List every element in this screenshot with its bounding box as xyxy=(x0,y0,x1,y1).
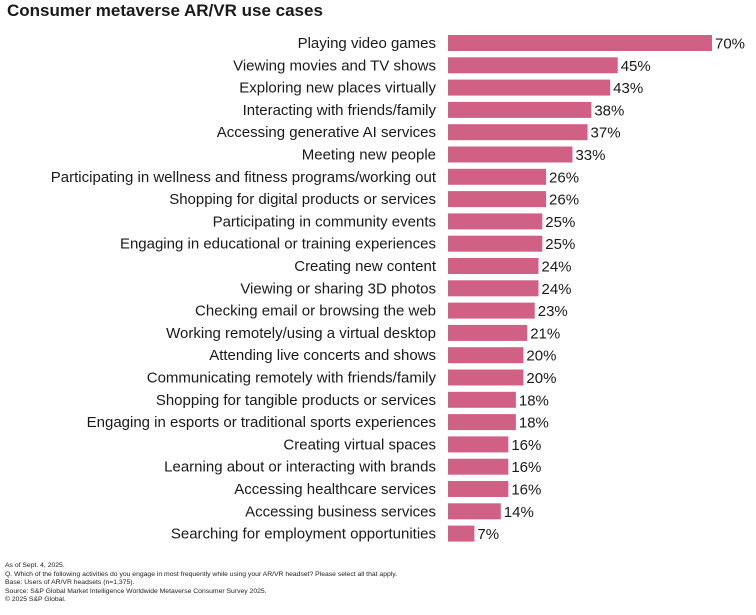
bar xyxy=(448,258,539,274)
bar xyxy=(448,302,535,319)
bar xyxy=(448,101,592,118)
bar xyxy=(448,391,516,408)
value-label: 26% xyxy=(549,192,579,209)
bar xyxy=(448,235,543,252)
category-label: Meeting new people xyxy=(302,147,436,164)
category-label: Viewing or sharing 3D photos xyxy=(240,280,436,297)
bar xyxy=(448,124,588,141)
note-question: Q. Which of the following activities do … xyxy=(5,570,398,578)
category-label: Shopping for digital products or service… xyxy=(169,191,436,208)
bar-chart: Playing video games 70% Viewing movies and… xyxy=(51,35,745,543)
note-date: As of Sept. 4, 2025. xyxy=(5,562,65,569)
category-label: Learning about or interacting with brand… xyxy=(164,459,436,476)
category-label: Shopping for tangible products or servic… xyxy=(156,392,436,409)
category-label: Participating in community events xyxy=(213,213,436,230)
value-label: 14% xyxy=(504,504,534,521)
category-label: Exploring new places virtually xyxy=(239,80,436,97)
bar xyxy=(448,35,712,51)
bar xyxy=(448,146,573,163)
category-label: Creating virtual spaces xyxy=(283,436,436,453)
bar xyxy=(448,280,539,297)
category-label: Viewing movies and TV shows xyxy=(233,57,436,74)
value-label: 18% xyxy=(519,392,549,409)
category-label: Engaging in esports or traditional sport… xyxy=(87,414,436,431)
value-label: 37% xyxy=(591,125,621,142)
bar xyxy=(448,525,475,542)
bar xyxy=(448,191,547,208)
value-label: 25% xyxy=(545,214,575,231)
bar xyxy=(448,503,501,520)
bar xyxy=(448,347,524,364)
value-label: 33% xyxy=(575,147,605,164)
value-label: 23% xyxy=(538,303,568,320)
category-label: Interacting with friends/family xyxy=(243,102,437,119)
category-label: Communicating remotely with friends/fami… xyxy=(147,370,437,387)
bar xyxy=(448,369,524,386)
value-label: 38% xyxy=(594,102,624,119)
bar xyxy=(448,324,528,341)
category-label: Engaging in educational or training expe… xyxy=(120,236,436,253)
category-label: Attending live concerts and shows xyxy=(209,347,436,364)
value-label: 7% xyxy=(477,526,499,543)
bar xyxy=(448,481,509,497)
category-label: Accessing generative AI services xyxy=(217,124,436,141)
value-label: 45% xyxy=(621,58,651,75)
value-label: 16% xyxy=(511,482,541,499)
category-label: Accessing business services xyxy=(245,503,436,520)
note-base: Base: Users of AR/VR headsets (n=1,375). xyxy=(5,579,135,587)
value-label: 16% xyxy=(511,459,541,476)
bar xyxy=(448,57,618,74)
category-label: Checking email or browsing the web xyxy=(195,303,436,320)
bars-group: Playing video games 70% Viewing movies and… xyxy=(51,35,745,543)
category-label: Participating in wellness and fitness pr… xyxy=(51,169,437,186)
value-label: 24% xyxy=(542,259,572,276)
chart-notes: As of Sept. 4, 2025. Q. Which of the fol… xyxy=(5,562,397,605)
bar xyxy=(448,213,543,230)
value-label: 43% xyxy=(613,80,643,97)
value-label: 24% xyxy=(542,281,572,298)
value-label: 20% xyxy=(526,370,556,387)
bar xyxy=(448,436,509,453)
chart-title: Consumer metaverse AR/VR use cases xyxy=(7,1,323,20)
bar xyxy=(448,168,547,185)
note-copyright: © 2025 S&P Global. xyxy=(5,596,66,604)
value-label: 18% xyxy=(519,415,549,432)
bar xyxy=(448,414,516,431)
category-label: Working remotely/using a virtual desktop xyxy=(166,325,436,342)
bar xyxy=(448,458,509,475)
value-label: 70% xyxy=(715,36,745,53)
bar xyxy=(448,79,611,96)
category-label: Searching for employment opportunities xyxy=(171,526,436,543)
category-label: Playing video games xyxy=(298,35,436,52)
value-label: 26% xyxy=(549,169,579,186)
value-label: 16% xyxy=(511,437,541,454)
note-source: Source: S&P Global Market Intelligence W… xyxy=(5,587,267,595)
value-label: 21% xyxy=(530,325,560,342)
category-label: Creating new content xyxy=(294,258,437,275)
value-label: 25% xyxy=(545,236,575,253)
category-label: Accessing healthcare services xyxy=(234,481,436,498)
value-label: 20% xyxy=(526,348,556,365)
